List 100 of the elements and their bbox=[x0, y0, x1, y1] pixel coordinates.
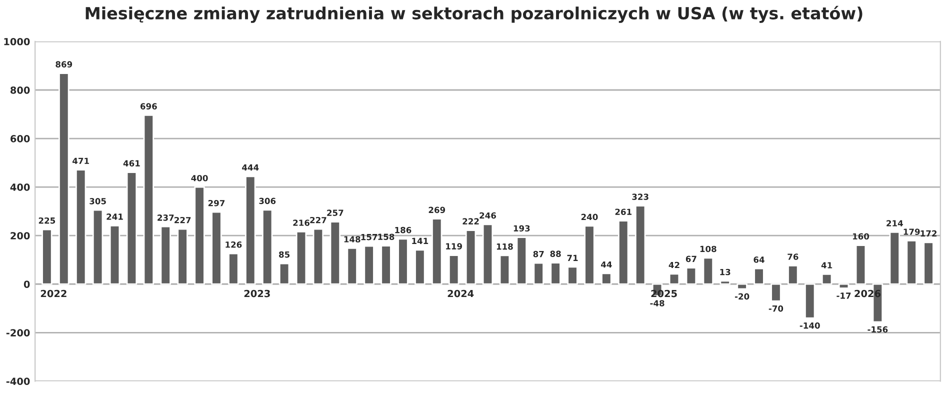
bar bbox=[245, 176, 256, 285]
data-label: 297 bbox=[208, 200, 225, 206]
bar bbox=[75, 169, 86, 285]
bar bbox=[42, 228, 52, 285]
bar bbox=[482, 224, 494, 285]
bar bbox=[601, 272, 612, 285]
data-label: 76 bbox=[788, 254, 798, 260]
data-label: 241 bbox=[106, 214, 123, 220]
bar bbox=[364, 245, 374, 285]
y-tick-label: -400 bbox=[6, 378, 30, 386]
bar bbox=[550, 262, 561, 285]
bar bbox=[533, 262, 544, 285]
data-label: 42 bbox=[668, 262, 680, 268]
bar bbox=[906, 240, 917, 285]
x-tick-label: 2024 bbox=[448, 290, 474, 298]
data-label: 869 bbox=[56, 61, 72, 68]
bar bbox=[346, 248, 358, 285]
bar bbox=[160, 226, 171, 285]
bar bbox=[770, 283, 782, 302]
data-label: 696 bbox=[140, 103, 157, 110]
y-tick-label: -200 bbox=[6, 329, 30, 336]
data-label: 87 bbox=[533, 250, 544, 258]
y-tick-label: 400 bbox=[10, 184, 30, 191]
bar bbox=[143, 114, 154, 285]
data-label: 246 bbox=[480, 212, 496, 219]
data-label: 13 bbox=[720, 268, 730, 276]
bar bbox=[448, 254, 460, 285]
data-label: 306 bbox=[259, 198, 276, 204]
data-label: 225 bbox=[38, 217, 56, 224]
bar bbox=[262, 209, 273, 285]
bar bbox=[788, 264, 798, 285]
data-label: -20 bbox=[734, 293, 750, 300]
bar bbox=[278, 262, 290, 285]
bar bbox=[702, 257, 714, 285]
bar bbox=[177, 228, 188, 285]
bar bbox=[398, 238, 408, 285]
bar bbox=[380, 245, 392, 285]
data-label: 158 bbox=[378, 234, 394, 240]
data-label: 160 bbox=[852, 233, 870, 240]
bar bbox=[296, 231, 307, 285]
y-tick-label: 200 bbox=[10, 232, 30, 240]
x-tick-label: 2025 bbox=[651, 290, 677, 298]
data-label: 172 bbox=[920, 230, 937, 236]
data-label: -70 bbox=[768, 305, 784, 312]
data-label: 67 bbox=[686, 256, 696, 262]
x-tick-label: 2023 bbox=[244, 290, 270, 298]
y-tick-label: 600 bbox=[10, 135, 30, 142]
bar bbox=[330, 221, 341, 285]
bar bbox=[465, 230, 476, 285]
data-label: 157 bbox=[361, 234, 378, 240]
data-label: 71 bbox=[567, 254, 578, 261]
bar bbox=[432, 218, 442, 285]
bar bbox=[414, 249, 426, 285]
bar bbox=[855, 244, 866, 285]
bar bbox=[567, 266, 578, 285]
data-label: -48 bbox=[650, 300, 664, 306]
data-label: 119 bbox=[446, 243, 462, 250]
data-label: 240 bbox=[581, 214, 598, 220]
data-label: 141 bbox=[412, 238, 428, 244]
data-label: 148 bbox=[344, 236, 360, 242]
bar bbox=[668, 273, 680, 285]
data-label: 85 bbox=[279, 251, 290, 258]
data-label: 444 bbox=[242, 164, 259, 170]
bar bbox=[312, 228, 324, 285]
data-label: 216 bbox=[293, 220, 310, 226]
bar bbox=[584, 225, 595, 285]
y-tick-label: 800 bbox=[10, 86, 30, 94]
bar bbox=[92, 209, 104, 285]
bar bbox=[923, 242, 934, 285]
bar bbox=[228, 252, 239, 285]
data-label: 179 bbox=[904, 228, 920, 235]
bar bbox=[516, 236, 528, 285]
bar bbox=[499, 254, 510, 285]
data-label: 461 bbox=[123, 160, 140, 166]
bar bbox=[686, 267, 697, 285]
data-label: 400 bbox=[191, 174, 208, 182]
data-label: 261 bbox=[615, 208, 632, 216]
y-tick-label: 1000 bbox=[4, 38, 30, 46]
data-label: -17 bbox=[836, 292, 851, 299]
bar bbox=[804, 283, 816, 319]
chart-title: Miesięczne zmiany zatrudnienia w sektorach pozarolniczych w USA (w tys. etatów) bbox=[86, 6, 862, 23]
bar bbox=[126, 172, 138, 285]
data-label: -140 bbox=[800, 322, 820, 329]
x-tick-label: 2022 bbox=[40, 290, 66, 298]
bar bbox=[211, 211, 222, 285]
data-label: 193 bbox=[514, 225, 530, 232]
data-label: 64 bbox=[754, 256, 764, 263]
bar bbox=[889, 231, 900, 285]
data-label: 222 bbox=[462, 218, 479, 224]
data-label: 257 bbox=[327, 210, 344, 216]
data-label: 88 bbox=[550, 250, 561, 257]
bar bbox=[109, 224, 120, 285]
data-label: 305 bbox=[90, 198, 106, 204]
bar bbox=[720, 280, 730, 285]
data-label: 126 bbox=[226, 241, 242, 248]
bar bbox=[821, 273, 832, 285]
bar bbox=[618, 220, 629, 285]
data-label: 214 bbox=[886, 220, 903, 226]
data-label: 186 bbox=[395, 226, 412, 234]
data-label: 41 bbox=[821, 262, 832, 268]
